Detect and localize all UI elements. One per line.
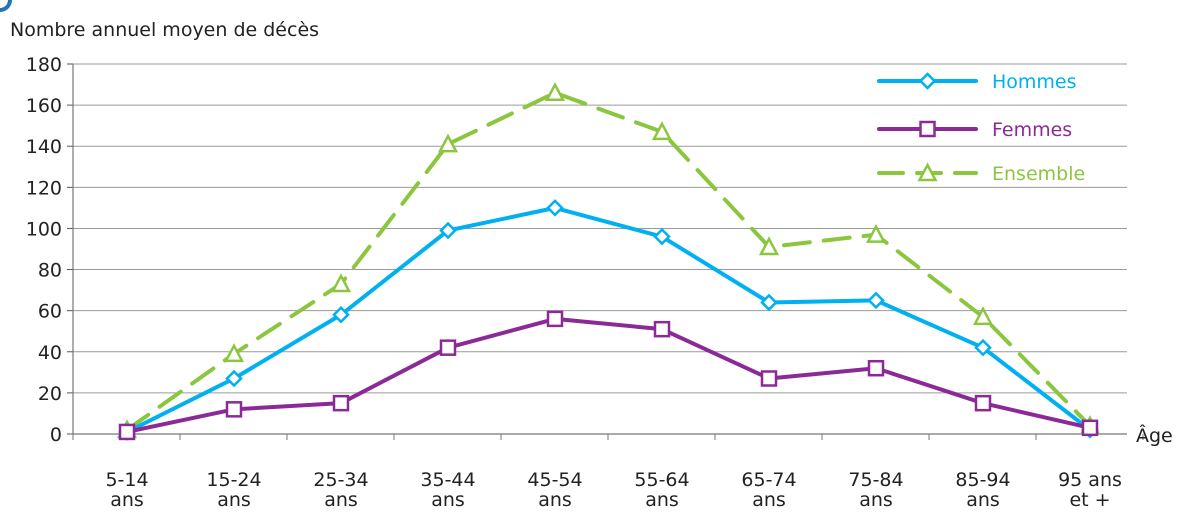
x-tick-label-line: 25-34 (313, 469, 368, 491)
y-tick-label: 120 (26, 177, 62, 199)
data-point-square (118, 423, 136, 441)
x-tick-label-line: 75-84 (848, 469, 903, 491)
y-tick-label: 40 (38, 342, 62, 364)
data-point-triangle (223, 343, 245, 363)
data-point-triangle (917, 162, 938, 182)
x-tick-label: 75-84 ans (848, 469, 903, 511)
y-tick-label: 80 (38, 260, 62, 282)
y-tick-label: 100 (26, 218, 62, 240)
data-point-diamond (918, 72, 937, 90)
x-tick-label-line: et + (1069, 489, 1110, 511)
series-line-hommes (125, 205, 1092, 434)
x-tick-label: 15-24 ans (206, 469, 261, 511)
x-tick-label: 45-54 ans (527, 469, 582, 511)
x-tick-label-line: ans (966, 489, 1000, 511)
y-tick-label: 140 (26, 136, 62, 158)
data-point-square (439, 339, 457, 356)
x-tick-label-line: 5-14 (105, 469, 148, 491)
data-point-triangle (865, 223, 887, 243)
data-point-diamond (225, 369, 243, 388)
x-axis-label: Âge (1136, 424, 1173, 447)
legend: Hommes Femmes Ensemble (877, 71, 1085, 185)
corner-decoration (0, 0, 12, 12)
data-point-triangle (330, 273, 352, 293)
data-point-triangle (651, 121, 673, 141)
y-tick-label: 180 (26, 54, 62, 76)
data-point-diamond (332, 306, 350, 324)
x-tick-label-line: 45-54 (527, 469, 582, 491)
data-point-diamond (974, 338, 992, 357)
x-tick-label-line: ans (217, 489, 251, 511)
x-tick-label: 95 ans et + (1058, 469, 1122, 511)
y-tick-label: 20 (38, 383, 62, 405)
x-tick-label: 55-64 ans (634, 469, 689, 511)
x-tick-label-line: 15-24 (206, 469, 261, 491)
grid-lines (73, 63, 1127, 394)
data-point-square (546, 310, 564, 328)
x-tick-label-line: ans (110, 489, 144, 511)
data-point-triangle (437, 133, 459, 153)
x-tick-label: 35-44 ans (420, 469, 475, 511)
y-tick-labels: 0 20 40 60 80 100 120 140 160 180 (26, 54, 62, 446)
x-tick-label: 5-14 ans (105, 469, 148, 511)
x-tick-label-line: 85-94 (955, 469, 1010, 491)
x-tick-label: 65-74 ans (741, 469, 796, 511)
data-point-square (974, 394, 992, 412)
data-point-square (653, 320, 671, 338)
data-point-triangle (972, 306, 994, 326)
data-point-diamond (546, 199, 564, 217)
data-point-square (1081, 419, 1099, 437)
y-axis-label: Nombre annuel moyen de décès (10, 19, 319, 41)
data-point-diamond (439, 221, 457, 240)
x-tick-label-line: ans (752, 489, 786, 511)
x-tick-label: 25-34 ans (313, 469, 368, 511)
data-point-diamond (760, 293, 778, 312)
x-tick-label-line: ans (431, 489, 465, 511)
axes (67, 63, 1144, 440)
data-point-square (867, 359, 885, 377)
x-tick-label: 85-94 ans (955, 469, 1010, 511)
x-tick-label-line: 35-44 (420, 469, 475, 491)
x-tick-label-line: ans (645, 489, 679, 511)
x-tick-label-line: 95 ans (1058, 469, 1122, 491)
data-point-triangle (758, 236, 780, 256)
x-tick-label-line: ans (538, 489, 572, 511)
legend-label-femmes: Femmes (992, 119, 1072, 141)
data-point-square (332, 394, 350, 412)
series-line-ensemble (125, 90, 1092, 432)
data-point-square (760, 370, 778, 387)
data-point-square (919, 120, 936, 138)
legend-label-hommes: Hommes (992, 71, 1077, 93)
data-point-square (225, 401, 243, 418)
data-point-diamond (653, 227, 671, 246)
x-tick-label-line: ans (324, 489, 358, 511)
x-tick-label-line: ans (859, 489, 893, 511)
y-tick-label: 160 (26, 95, 62, 117)
data-point-triangle (544, 82, 566, 102)
y-tick-label: 60 (38, 301, 62, 323)
series-group (116, 82, 1101, 441)
data-point-diamond (867, 291, 885, 310)
x-tick-label-line: 55-64 (634, 469, 689, 491)
x-tick-label-line: 65-74 (741, 469, 796, 491)
series-line-femmes (125, 316, 1092, 434)
legend-label-ensemble: Ensemble (992, 163, 1085, 185)
y-tick-label: 0 (50, 424, 62, 446)
